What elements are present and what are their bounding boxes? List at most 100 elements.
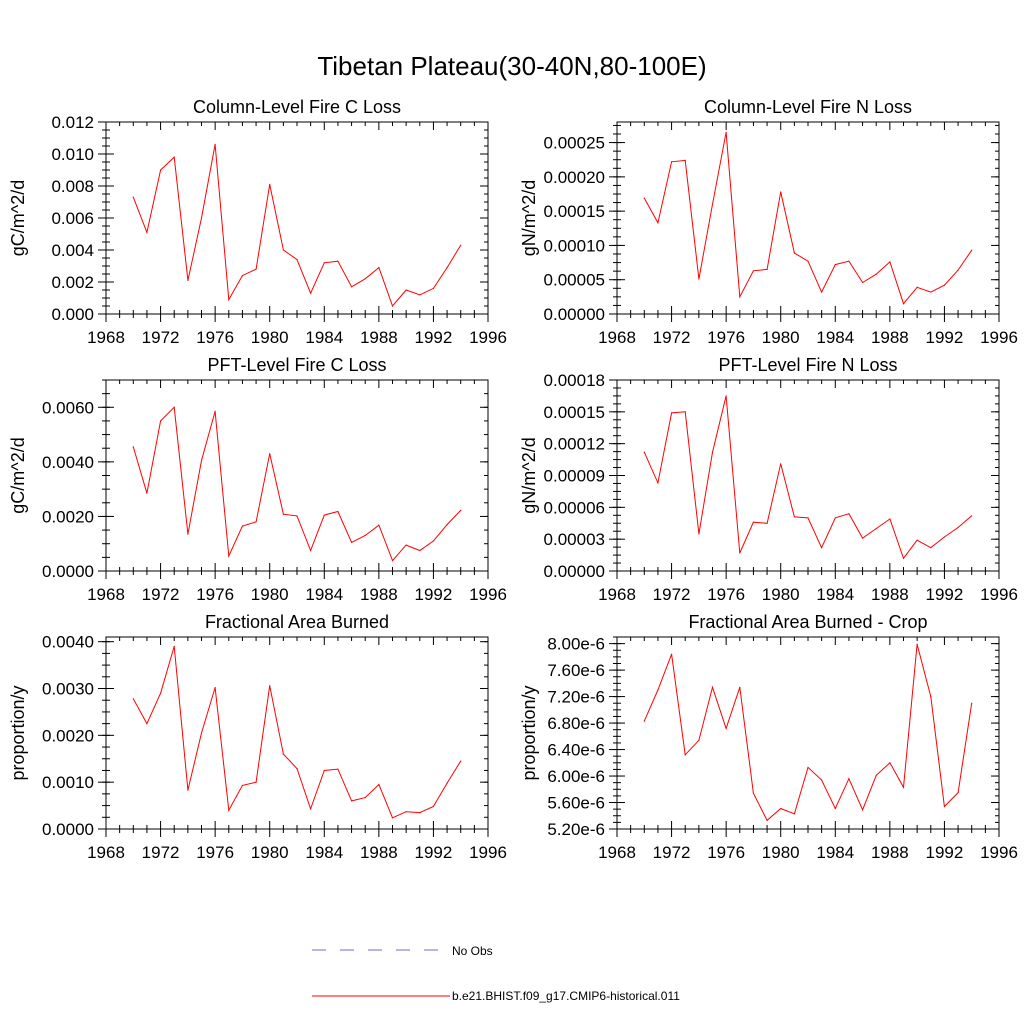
data-point [337,260,339,262]
data-point [446,782,448,784]
data-point [657,689,659,691]
y-tick-label: 0.0030 [42,680,94,699]
data-point [419,549,421,552]
data-point [241,525,244,527]
data-point [807,260,809,262]
y-tick-label: 0.00020 [544,168,605,187]
data-point [780,191,782,193]
data-point [350,800,353,802]
data-point [807,517,809,519]
panel-title: PFT-Level Fire C Loss [207,355,386,375]
data-point [957,269,959,271]
data-point [943,536,946,538]
x-tick-label: 1976 [707,585,745,604]
data-point [446,267,448,269]
data-point [187,279,189,281]
y-axis-label: gC/m^2/d [8,437,28,513]
x-tick-label: 1976 [196,328,234,347]
x-tick-label: 1992 [415,328,453,347]
data-point [255,781,257,783]
x-tick-label: 1976 [707,328,745,347]
y-tick-label: 0.004 [51,241,94,260]
data-point [902,303,905,305]
legend: No Obs b.e21.BHIST.f09_g17.CMIP6-histori… [312,944,680,1003]
x-tick-label: 1988 [871,328,909,347]
x-tick-label: 1996 [469,585,507,604]
chart-panel: PFT-Level Fire C Loss gC/m^2/d 1968 1972 197… [8,355,507,604]
data-point [391,817,394,819]
x-tick-label: 1972 [653,328,691,347]
chart-panel: PFT-Level Fire N Loss gN/m^2/d 1968 1972 197… [519,355,1018,604]
data-point [228,555,230,557]
data-point [187,533,189,535]
series-line [643,395,973,560]
data-point [460,509,462,512]
data-point [916,286,918,288]
data-point [930,547,932,549]
y-axis-label: gC/m^2/d [8,180,28,256]
data-point [159,420,162,422]
data-point [957,526,959,529]
y-tick-label: 0.00015 [544,403,605,422]
y-tick-label: 0.000 [51,305,94,324]
x-tick-label: 1968 [598,585,636,604]
y-tick-label: 0.00010 [544,236,605,255]
data-point [460,760,462,762]
x-tick-label: 1992 [926,328,964,347]
data-point [848,260,850,262]
x-tick-label: 1996 [469,843,507,862]
y-tick-label: 0.0020 [42,507,94,526]
plot-frame [616,379,1000,572]
chart-panel: Column-Level Fire C Loss gC/m^2/d 1968 1972… [8,97,507,347]
data-point [848,513,850,515]
y-tick-label: 0.0000 [42,820,94,839]
data-point [861,809,864,811]
data-point [684,159,686,161]
data-point [337,510,339,513]
y-tick-label: 0.0010 [42,773,94,792]
data-point [725,131,727,133]
y-tick-label: 0.008 [51,177,94,196]
data-point [752,792,755,794]
data-point [350,286,353,288]
data-point [971,249,973,251]
y-tick-label: 0.00005 [544,271,605,290]
data-point [296,515,298,517]
data-point [861,537,864,539]
data-point [364,278,366,280]
x-tick-label: 1976 [196,585,234,604]
y-tick-label: 0.00015 [544,202,605,221]
y-tick-label: 0.0040 [42,633,94,652]
data-point [793,252,795,254]
y-tick-label: 6.00e-6 [547,767,605,786]
data-point [132,446,134,448]
x-tick-label: 1996 [980,585,1018,604]
data-point [255,268,257,270]
data-point [711,451,714,453]
panel-title: PFT-Level Fire N Loss [718,355,897,375]
x-tick-label: 1968 [87,328,125,347]
legend-label-model: b.e21.BHIST.f09_g17.CMIP6-historical.011 [452,989,680,1003]
data-point [200,459,203,462]
x-tick-label: 1984 [816,328,854,347]
data-point [269,183,271,185]
data-point [821,291,823,293]
data-point [323,514,325,516]
series-line [132,144,462,307]
data-point [241,275,244,277]
x-tick-label: 1972 [142,328,180,347]
y-tick-label: 7.60e-6 [547,661,605,680]
y-tick-label: 5.60e-6 [547,794,605,813]
data-point [173,156,175,158]
data-point [378,267,380,269]
y-tick-label: 0.00012 [544,435,605,454]
x-tick-label: 1984 [305,585,343,604]
plot-frame [616,121,1000,315]
data-point [146,723,148,725]
figure-title: Tibetan Plateau(30-40N,80-100E) [317,51,706,81]
data-point [971,515,973,517]
x-tick-label: 1980 [762,585,800,604]
data-point [848,778,850,780]
data-point [323,262,325,264]
data-point [419,294,421,296]
